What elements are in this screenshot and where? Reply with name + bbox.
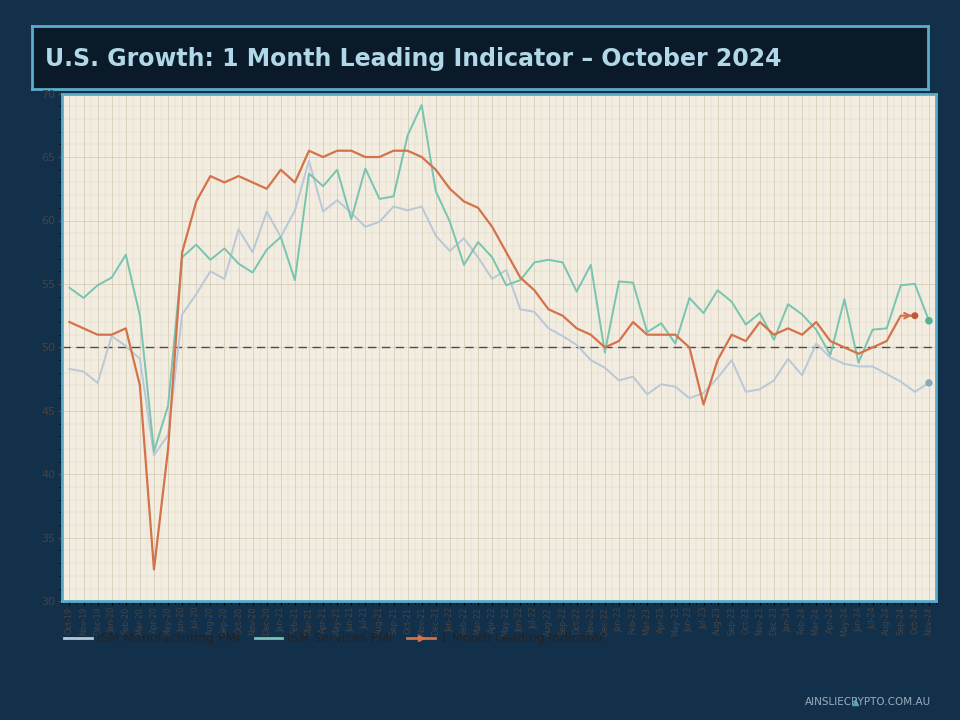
Legend: ISM Manufacturing PMI, ISM Services PMI, 1 Month Leading Indicator: ISM Manufacturing PMI, ISM Services PMI,… bbox=[60, 627, 609, 650]
Point bbox=[907, 310, 923, 321]
Text: U.S. Growth: 1 Month Leading Indicator – October 2024: U.S. Growth: 1 Month Leading Indicator –… bbox=[45, 47, 781, 71]
Text: ▲: ▲ bbox=[852, 697, 859, 707]
Point bbox=[922, 377, 937, 389]
Text: AINSLIECRYPTO.COM.AU: AINSLIECRYPTO.COM.AU bbox=[805, 697, 931, 707]
Point bbox=[922, 315, 937, 326]
